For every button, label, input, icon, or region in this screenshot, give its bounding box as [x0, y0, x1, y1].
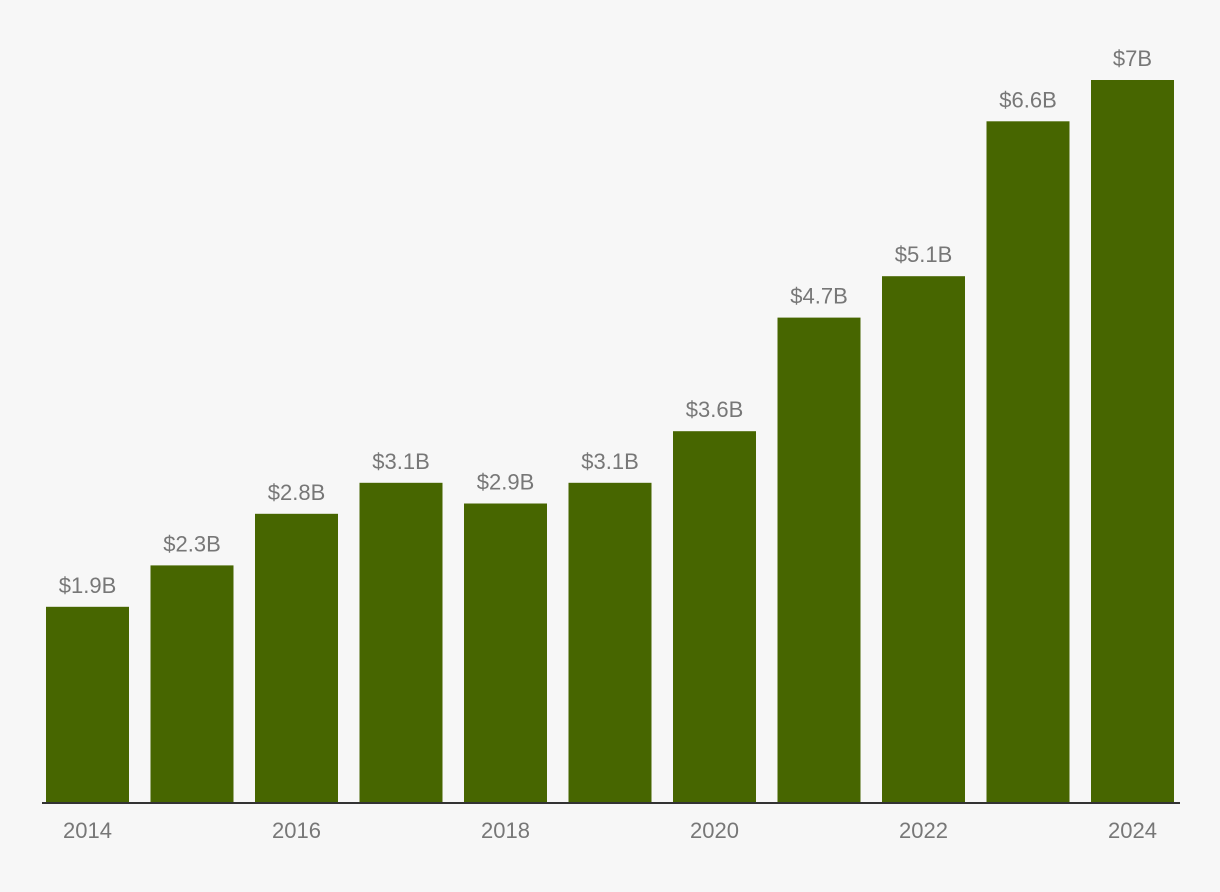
bar-2017 [359, 482, 443, 803]
x-tick-label-2024: 2024 [1108, 818, 1157, 843]
x-tick-label-2022: 2022 [899, 818, 948, 843]
x-tick-label-2014: 2014 [63, 818, 112, 843]
value-label-2022: $5.1B [895, 242, 953, 267]
bar-2024 [1091, 80, 1174, 803]
bar-2023 [986, 121, 1070, 804]
value-label-2014: $1.9B [59, 573, 117, 598]
bar-2021 [777, 317, 861, 803]
value-labels-group: $1.9B $2.3B $2.8B $3.1B $2.9B $3.1B $3.6B $4.7B… [59, 46, 1152, 598]
bar-2014 [46, 606, 129, 803]
bar-2020 [673, 431, 756, 803]
x-tick-label-2020: 2020 [690, 818, 739, 843]
bar-2016 [255, 513, 338, 803]
value-label-2015: $2.3B [163, 531, 221, 556]
value-label-2016: $2.8B [268, 480, 326, 505]
x-tick-label-2016: 2016 [272, 818, 321, 843]
value-label-2020: $3.6B [686, 397, 744, 422]
value-label-2023: $6.6B [999, 87, 1057, 112]
x-tick-labels-group: 2014 2016 2018 2020 2022 2024 [63, 818, 1157, 843]
x-tick-label-2018: 2018 [481, 818, 530, 843]
value-label-2017: $3.1B [372, 449, 430, 474]
bar-2015 [150, 565, 234, 803]
bar-2022 [882, 276, 965, 803]
bar-2018 [464, 503, 547, 803]
value-label-2019: $3.1B [581, 449, 639, 474]
bar-2019 [568, 482, 652, 803]
bars-group [46, 80, 1174, 804]
value-label-2018: $2.9B [477, 470, 535, 495]
value-label-2021: $4.7B [790, 284, 848, 309]
value-label-2024: $7B [1113, 46, 1152, 71]
